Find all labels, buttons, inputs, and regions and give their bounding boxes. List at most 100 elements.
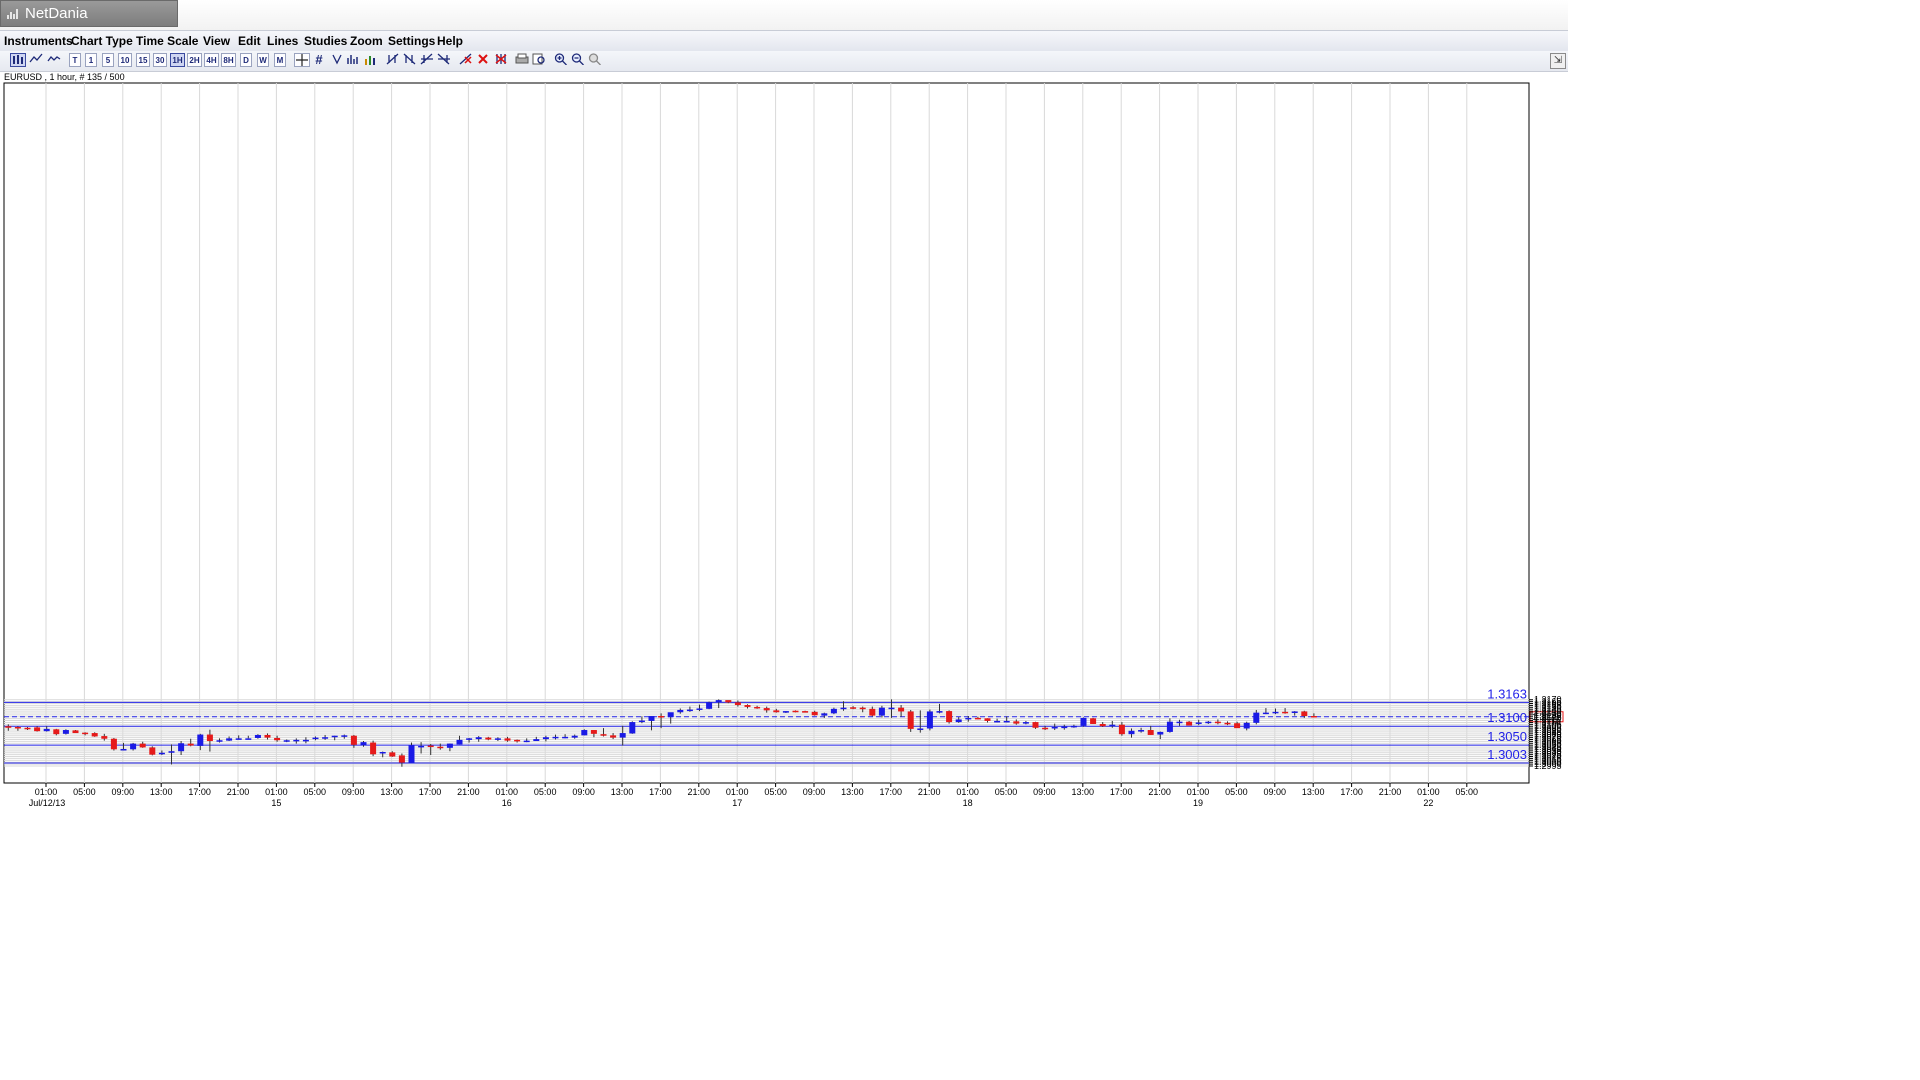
candle-up[interactable] — [955, 719, 962, 723]
timescale-W[interactable]: W — [257, 53, 269, 67]
candle-up[interactable] — [821, 713, 828, 716]
candle-up[interactable] — [226, 738, 233, 741]
candle-down[interactable] — [1013, 721, 1020, 724]
area-chart-icon[interactable] — [46, 53, 62, 67]
delete-all-icon[interactable] — [494, 53, 508, 67]
candle-up[interactable] — [254, 734, 261, 738]
candle-down[interactable] — [744, 705, 751, 707]
candle-up[interactable] — [322, 737, 329, 739]
candle-down[interactable] — [389, 752, 396, 757]
candle-up[interactable] — [1166, 721, 1173, 732]
candle-up[interactable] — [302, 739, 309, 742]
candle-up[interactable] — [562, 736, 569, 739]
timescale-1[interactable]: 1 — [85, 53, 97, 67]
fib-icon[interactable] — [331, 53, 343, 67]
candle-down[interactable] — [149, 747, 156, 755]
chart-type-icon[interactable] — [10, 53, 26, 67]
candle-up[interactable] — [629, 722, 636, 734]
candle-up[interactable] — [1157, 731, 1164, 735]
candle-down[interactable] — [1310, 716, 1317, 718]
candle-up[interactable] — [965, 717, 972, 720]
candle-down[interactable] — [869, 708, 876, 716]
candle-down[interactable] — [1042, 727, 1049, 730]
candle-up[interactable] — [878, 707, 885, 716]
candle-up[interactable] — [926, 711, 933, 729]
candle-down[interactable] — [974, 717, 981, 720]
candle-up[interactable] — [178, 743, 185, 752]
menu-help[interactable]: Help — [437, 34, 464, 48]
timescale-10[interactable]: 10 — [118, 53, 132, 67]
candle-up[interactable] — [466, 738, 473, 740]
timescale-8H[interactable]: 8H — [221, 53, 236, 67]
menu-edit[interactable]: Edit — [238, 34, 261, 48]
candle-down[interactable] — [898, 707, 905, 712]
candle-up[interactable] — [494, 738, 501, 740]
candle-up[interactable] — [1262, 712, 1269, 715]
timescale-15[interactable]: 15 — [136, 53, 150, 67]
menu-settings[interactable]: Settings — [388, 34, 436, 48]
trend-tool-3-icon[interactable] — [420, 53, 434, 67]
candle-up[interactable] — [677, 709, 684, 713]
candle-up[interactable] — [1195, 722, 1202, 724]
line-chart-icon[interactable] — [28, 53, 44, 67]
candle-up[interactable] — [782, 711, 789, 713]
pin-icon[interactable]: ⇲ — [1550, 53, 1566, 69]
menu-instruments[interactable]: Instruments — [4, 34, 73, 48]
app-title-tab[interactable]: NetDania FinanceChart — [0, 0, 178, 48]
candle-down[interactable] — [437, 746, 444, 749]
candle-up[interactable] — [686, 709, 693, 712]
menu-view[interactable]: View — [203, 34, 231, 48]
candle-down[interactable] — [600, 734, 607, 736]
candle-down[interactable] — [610, 735, 617, 738]
candle-up[interactable] — [1051, 726, 1058, 729]
candle-up[interactable] — [408, 745, 415, 763]
candle-down[interactable] — [725, 700, 732, 703]
candle-down[interactable] — [34, 727, 41, 732]
candle-up[interactable] — [1272, 711, 1279, 714]
candle-down[interactable] — [24, 727, 31, 730]
candle-up[interactable] — [312, 737, 319, 740]
candle-up[interactable] — [331, 735, 338, 738]
candle-up[interactable] — [235, 738, 242, 740]
candle-down[interactable] — [754, 706, 761, 709]
candle-up[interactable] — [523, 740, 530, 743]
candle-down[interactable] — [1147, 730, 1154, 735]
candle-down[interactable] — [792, 710, 799, 713]
candle-down[interactable] — [590, 730, 597, 734]
candle-up[interactable] — [158, 752, 165, 755]
candle-down[interactable] — [427, 745, 434, 748]
candle-down[interactable] — [734, 702, 741, 706]
candle-up[interactable] — [456, 739, 463, 745]
candle-up[interactable] — [120, 748, 127, 751]
print-icon[interactable] — [515, 53, 529, 67]
candle-down[interactable] — [274, 737, 281, 741]
candle-down[interactable] — [14, 726, 21, 729]
candle-down[interactable] — [91, 733, 98, 737]
candle-up[interactable] — [1128, 730, 1135, 735]
candle-up[interactable] — [830, 708, 837, 714]
candlesticks[interactable] — [5, 699, 1317, 767]
timescale-30[interactable]: 30 — [153, 53, 167, 67]
candle-up[interactable] — [888, 707, 895, 710]
candle-up[interactable] — [638, 720, 645, 723]
candle-down[interactable] — [1214, 721, 1221, 724]
print-preview-icon[interactable] — [532, 53, 546, 67]
candle-up[interactable] — [1176, 721, 1183, 724]
candle-down[interactable] — [802, 711, 809, 713]
candle-down[interactable] — [811, 711, 818, 716]
candle-up[interactable] — [542, 737, 549, 740]
candle-down[interactable] — [1224, 722, 1231, 725]
volume-bars-icon[interactable] — [364, 53, 378, 67]
delete-line-icon[interactable] — [459, 53, 473, 67]
candle-up[interactable] — [1138, 730, 1145, 732]
candle-down[interactable] — [658, 716, 665, 718]
candle-up[interactable] — [1205, 721, 1212, 724]
candle-up[interactable] — [360, 742, 367, 746]
candle-up[interactable] — [43, 728, 50, 732]
candle-down[interactable] — [850, 707, 857, 709]
candle-up[interactable] — [994, 720, 1001, 723]
candle-up[interactable] — [130, 743, 137, 750]
trend-tool-2-icon[interactable] — [403, 53, 417, 67]
candle-up[interactable] — [283, 740, 290, 742]
